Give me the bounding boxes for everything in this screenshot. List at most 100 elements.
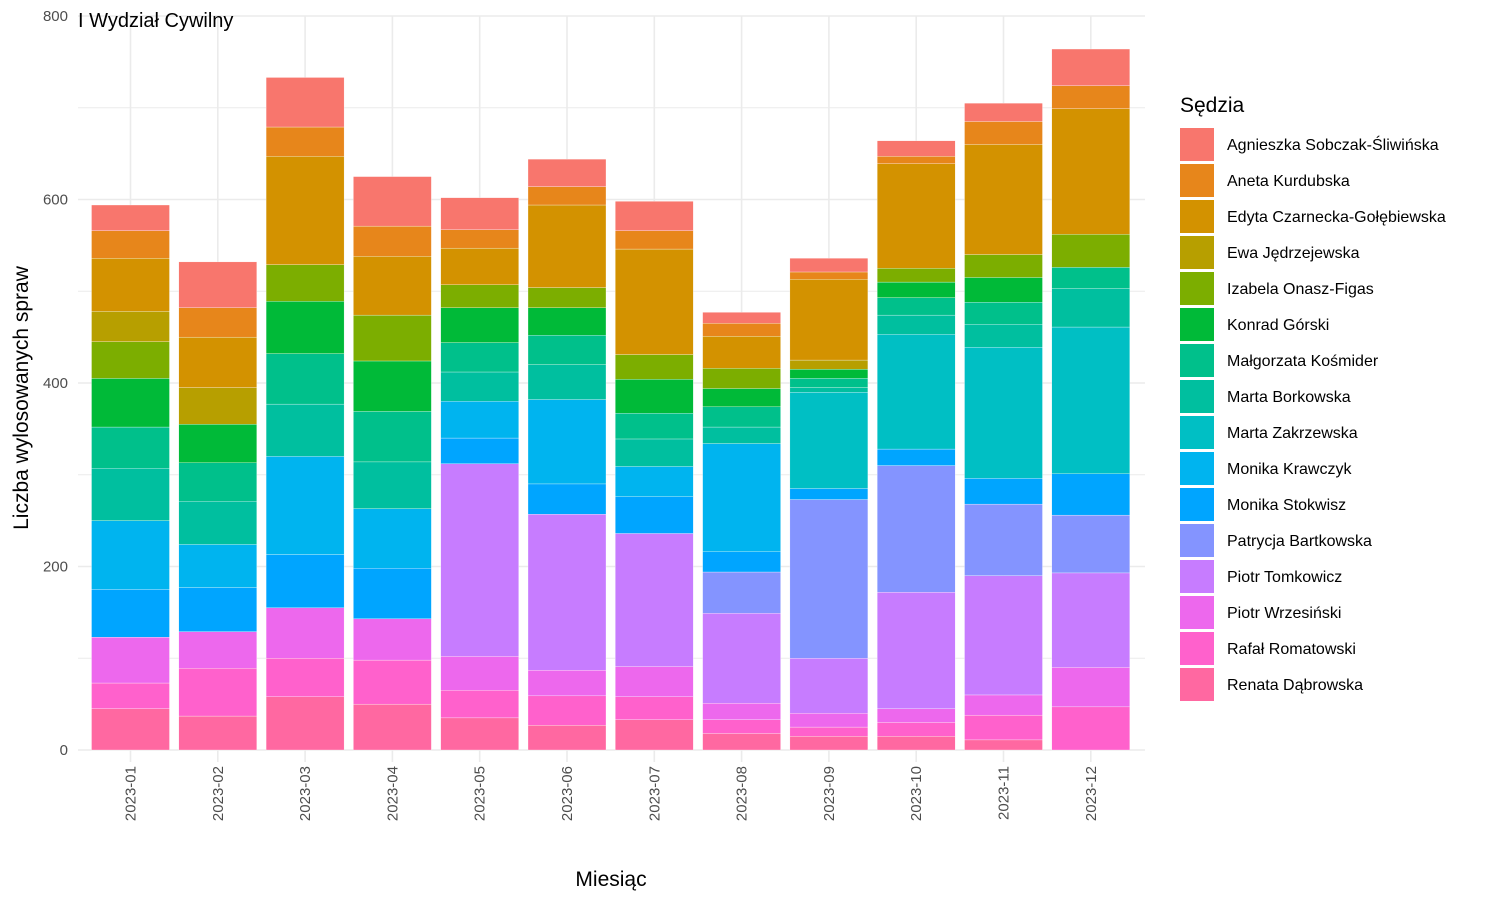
x-tick-label: 2023-05 <box>472 766 489 821</box>
legend-swatch-marta-zakrzewska <box>1180 416 1214 449</box>
legend-swatch-malgorzata-kosmider <box>1180 344 1214 377</box>
bar-2023-11-edyta-czarnecka-golebiewska <box>964 144 1043 255</box>
bar-2023-01-ewa-jedrzejewska <box>91 311 170 342</box>
bar-2023-10-marta-zakrzewska <box>877 334 956 450</box>
y-tick-label: 800 <box>43 8 68 25</box>
bar-2023-06-monika-stokwisz <box>527 483 607 515</box>
legend-label-monika-krawczyk: Monika Krawczyk <box>1227 461 1352 478</box>
bar-2023-07-malgorzata-kosmider <box>615 413 694 440</box>
x-axis-title: Miesiąc <box>575 868 646 891</box>
bar-2023-03-marta-borkowska <box>265 403 345 457</box>
bar-2023-02-aneta-kurdubska <box>178 307 257 338</box>
bar-2023-06-konrad-gorski <box>527 307 607 336</box>
y-tick-label: 600 <box>43 192 68 209</box>
bar-2023-12-patrycja-bartkowska <box>1051 514 1130 574</box>
bar-2023-04-renata-dabrowska <box>353 703 432 751</box>
bar-2023-02-malgorzata-kosmider <box>178 462 257 502</box>
bar-2023-04-konrad-gorski <box>353 360 432 412</box>
bar-2023-06-izabela-onasz-figas <box>527 287 607 308</box>
bar-2023-12-marta-borkowska <box>1051 288 1130 328</box>
bar-2023-09-marta-borkowska <box>789 387 869 393</box>
bar-2023-10-monika-stokwisz <box>877 448 956 466</box>
bar-2023-04-monika-stokwisz <box>353 568 432 619</box>
bar-2023-01-aneta-kurdubska <box>91 230 170 259</box>
bar-2023-01-rafal-romatowski <box>91 682 170 709</box>
x-tick-label: 2023-04 <box>384 766 401 821</box>
bar-2023-02-renata-dabrowska <box>178 715 257 751</box>
legend-label-piotr-tomkowicz: Piotr Tomkowicz <box>1227 569 1342 586</box>
x-tick-label: 2023-11 <box>996 766 1013 820</box>
bar-2023-06-piotr-wrzesinski <box>527 670 607 697</box>
y-tick-label: 0 <box>60 742 68 759</box>
bar-2023-11-piotr-tomkowicz <box>964 575 1043 696</box>
x-tick-label: 2023-07 <box>646 766 663 821</box>
bar-2023-01-agnieszka-sobczak-sliwinska <box>91 204 170 231</box>
bar-2023-12-malgorzata-kosmider <box>1051 267 1130 289</box>
legend-swatch-piotr-tomkowicz <box>1180 560 1214 593</box>
bar-2023-08-marta-borkowska <box>702 426 781 444</box>
bar-2023-05-aneta-kurdubska <box>440 229 519 249</box>
legend-label-izabela-onasz-figas: Izabela Onasz-Figas <box>1227 281 1374 298</box>
bar-2023-04-edyta-czarnecka-golebiewska <box>353 256 432 316</box>
bar-2023-01-konrad-gorski <box>91 378 170 428</box>
legend-label-konrad-gorski: Konrad Górski <box>1227 317 1329 334</box>
bar-2023-02-piotr-wrzesinski <box>178 631 257 669</box>
bar-2023-06-aneta-kurdubska <box>527 186 607 206</box>
bar-2023-09-malgorzata-kosmider <box>789 378 869 388</box>
bar-2023-07-edyta-czarnecka-golebiewska <box>615 248 694 355</box>
bar-2023-10-malgorzata-kosmider <box>877 297 956 316</box>
bar-2023-04-izabela-onasz-figas <box>353 314 432 362</box>
legend-label-agnieszka-sobczak-sliwinska: Agnieszka Sobczak-Śliwińska <box>1227 135 1439 154</box>
bar-2023-11-piotr-wrzesinski <box>964 694 1043 716</box>
bar-2023-05-izabela-onasz-figas <box>440 284 519 308</box>
bar-2023-09-piotr-wrzesinski <box>789 713 869 728</box>
legend-label-ewa-jedrzejewska: Ewa Jędrzejewska <box>1227 245 1360 262</box>
bar-2023-02-edyta-czarnecka-golebiewska <box>178 336 257 388</box>
bar-2023-08-piotr-tomkowicz <box>702 613 781 704</box>
bar-2023-06-renata-dabrowska <box>527 725 607 751</box>
bar-2023-09-piotr-tomkowicz <box>789 658 869 714</box>
bar-2023-11-marta-zakrzewska <box>964 347 1043 479</box>
bar-2023-06-piotr-tomkowicz <box>527 514 607 671</box>
bar-2023-07-marta-borkowska <box>615 438 694 467</box>
bar-2023-07-rafal-romatowski <box>615 696 694 720</box>
x-tick-label: 2023-02 <box>210 766 227 821</box>
bar-2023-07-aneta-kurdubska <box>615 230 694 250</box>
y-axis-ticks: 0 200 400 600 800 <box>43 8 68 759</box>
bar-2023-12-rafal-romatowski <box>1051 706 1130 751</box>
bar-2023-05-marta-borkowska <box>440 371 519 402</box>
bar-2023-11-aneta-kurdubska <box>964 121 1043 145</box>
x-axis-ticks: 2023-01 2023-02 2023-03 2023-04 2023-05 2023-… <box>123 766 1100 821</box>
bar-2023-04-rafal-romatowski <box>353 659 432 705</box>
bar-2023-12-agnieszka-sobczak-sliwinska <box>1051 48 1130 86</box>
bar-2023-02-monika-stokwisz <box>178 587 257 632</box>
bar-2023-11-agnieszka-sobczak-sliwinska <box>964 103 1043 122</box>
bar-2023-09-aneta-kurdubska <box>789 271 869 280</box>
bar-2023-01-monika-krawczyk <box>91 520 170 590</box>
bar-2023-08-monika-stokwisz <box>702 551 781 573</box>
bar-2023-05-piotr-tomkowicz <box>440 463 519 657</box>
legend-swatch-piotr-wrzesinski <box>1180 596 1214 629</box>
bar-2023-01-marta-borkowska <box>91 468 170 521</box>
bar-2023-09-marta-zakrzewska <box>789 392 869 489</box>
legend-swatch-rafal-romatowski <box>1180 632 1214 665</box>
bar-2023-09-patrycja-bartkowska <box>789 499 869 659</box>
legend-swatch-monika-krawczyk <box>1180 452 1214 485</box>
bar-2023-03-rafal-romatowski <box>265 658 345 697</box>
bar-2023-08-izabela-onasz-figas <box>702 368 781 389</box>
bar-2023-07-piotr-wrzesinski <box>615 666 694 697</box>
bar-2023-05-edyta-czarnecka-golebiewska <box>440 247 519 285</box>
bar-2023-11-monika-stokwisz <box>964 478 1043 505</box>
bar-2023-01-renata-dabrowska <box>91 708 170 751</box>
bar-2023-05-konrad-gorski <box>440 307 519 343</box>
bar-2023-03-renata-dabrowska <box>265 696 345 751</box>
bar-2023-03-izabela-onasz-figas <box>265 264 345 302</box>
bar-2023-05-piotr-wrzesinski <box>440 656 519 691</box>
bar-2023-02-rafal-romatowski <box>178 668 257 717</box>
bar-2023-01-piotr-wrzesinski <box>91 636 170 684</box>
bar-2023-03-monika-stokwisz <box>265 554 345 608</box>
bar-2023-04-malgorzata-kosmider <box>353 411 432 463</box>
legend-title: Sędzia <box>1180 94 1245 117</box>
bar-2023-08-monika-krawczyk <box>702 443 781 552</box>
